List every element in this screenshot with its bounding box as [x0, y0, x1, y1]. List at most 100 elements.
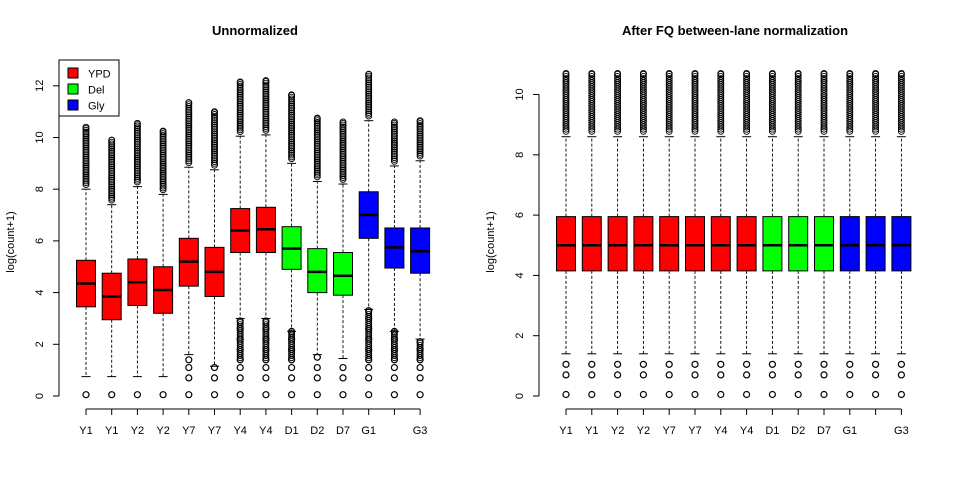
box-G1 — [839, 69, 860, 399]
outlier-point — [365, 89, 373, 96]
outlier-point — [639, 371, 648, 379]
outlier-point — [339, 150, 347, 158]
outlier-point — [236, 374, 244, 382]
outlier-point — [108, 174, 116, 182]
outlier-point — [133, 160, 141, 168]
outlier-point — [133, 167, 141, 175]
outlier-point — [288, 99, 296, 107]
outlier-point — [339, 163, 347, 171]
outlier-point — [82, 177, 90, 185]
outlier-point — [211, 145, 218, 153]
outlier-point — [365, 99, 373, 107]
outlier-point — [416, 138, 424, 146]
outlier-point — [236, 113, 244, 121]
outlier-point — [313, 160, 321, 168]
outlier-point — [159, 137, 167, 145]
outlier-point — [133, 149, 141, 157]
outlier-point — [108, 187, 116, 195]
box-body — [307, 248, 328, 294]
box-body — [891, 216, 912, 272]
outlier-point — [288, 128, 296, 136]
outlier-point — [185, 115, 193, 123]
outlier-point — [562, 360, 570, 368]
outlier-point — [288, 331, 296, 339]
outlier-point — [262, 125, 270, 132]
outlier-point — [211, 136, 218, 144]
outlier-point — [288, 100, 296, 108]
outlier-point — [262, 99, 270, 107]
outlier-point — [639, 69, 647, 77]
outlier-point — [390, 121, 398, 129]
outlier-point — [313, 391, 321, 399]
outlier-point — [846, 360, 854, 368]
x-tick-label: D7 — [817, 425, 831, 437]
outlier-point — [313, 146, 321, 154]
outlier-point — [262, 363, 270, 372]
outlier-point — [82, 135, 90, 143]
outlier-point — [108, 171, 116, 179]
outlier-point — [211, 161, 218, 169]
outlier-point — [236, 391, 244, 399]
outlier-point — [82, 173, 90, 181]
outlier-point — [82, 134, 90, 141]
outlier-point — [159, 127, 167, 135]
box-body — [762, 216, 783, 272]
outlier-point — [133, 131, 141, 139]
box-Y4 — [255, 77, 276, 399]
outlier-point — [288, 104, 296, 112]
outlier-point — [108, 185, 116, 193]
box-Y7 — [685, 69, 705, 399]
outlier-point — [108, 178, 116, 186]
outlier-point — [159, 180, 167, 188]
outlier-point — [691, 69, 699, 77]
outlier-point — [768, 69, 776, 77]
y-tick-label: 10 — [34, 131, 46, 143]
outlier-point — [185, 131, 193, 139]
box-body — [736, 216, 757, 272]
outlier-point — [236, 323, 244, 331]
outlier-point — [313, 128, 321, 136]
outlier-point — [133, 151, 141, 159]
outlier-point — [159, 182, 167, 190]
outlier-point — [236, 117, 244, 125]
outlier-point — [588, 360, 596, 368]
outlier-point — [691, 72, 699, 80]
outlier-point — [313, 124, 321, 132]
outlier-point — [159, 151, 167, 159]
outlier-point — [108, 167, 116, 175]
outlier-point — [639, 75, 647, 82]
outlier-point — [365, 74, 373, 82]
outlier-point — [416, 123, 424, 131]
outlier-point — [185, 356, 193, 364]
outlier-point — [185, 108, 193, 116]
outlier-point — [262, 323, 270, 331]
outlier-point — [185, 151, 193, 159]
outlier-point — [365, 108, 373, 116]
outlier-point — [108, 144, 116, 152]
outlier-point — [82, 179, 90, 187]
outlier-point — [159, 179, 167, 186]
outlier-point — [211, 158, 218, 165]
outlier-point — [82, 132, 90, 140]
outlier-point — [211, 139, 218, 147]
outlier-point — [236, 120, 244, 128]
y-tick-label: 4 — [34, 290, 46, 296]
outlier-point — [236, 119, 244, 126]
outlier-point — [236, 95, 244, 103]
outlier-point — [159, 169, 167, 177]
outlier-point — [82, 150, 90, 158]
outlier-point — [185, 146, 193, 154]
outlier-point — [416, 341, 424, 349]
outlier-point — [133, 122, 141, 130]
outlier-point — [365, 391, 373, 399]
outlier-point — [185, 150, 193, 157]
x-tick-label: Y1 — [79, 425, 92, 437]
chart-normalized: After FQ between-lane normalization log(… — [485, 23, 912, 437]
outlier-point — [108, 156, 116, 164]
legend-label: Del — [88, 85, 105, 97]
outlier-point — [743, 69, 751, 77]
y-tick-label: 8 — [514, 152, 526, 158]
outlier-point — [871, 360, 880, 368]
outlier-point — [288, 146, 296, 154]
outlier-point — [82, 148, 90, 156]
